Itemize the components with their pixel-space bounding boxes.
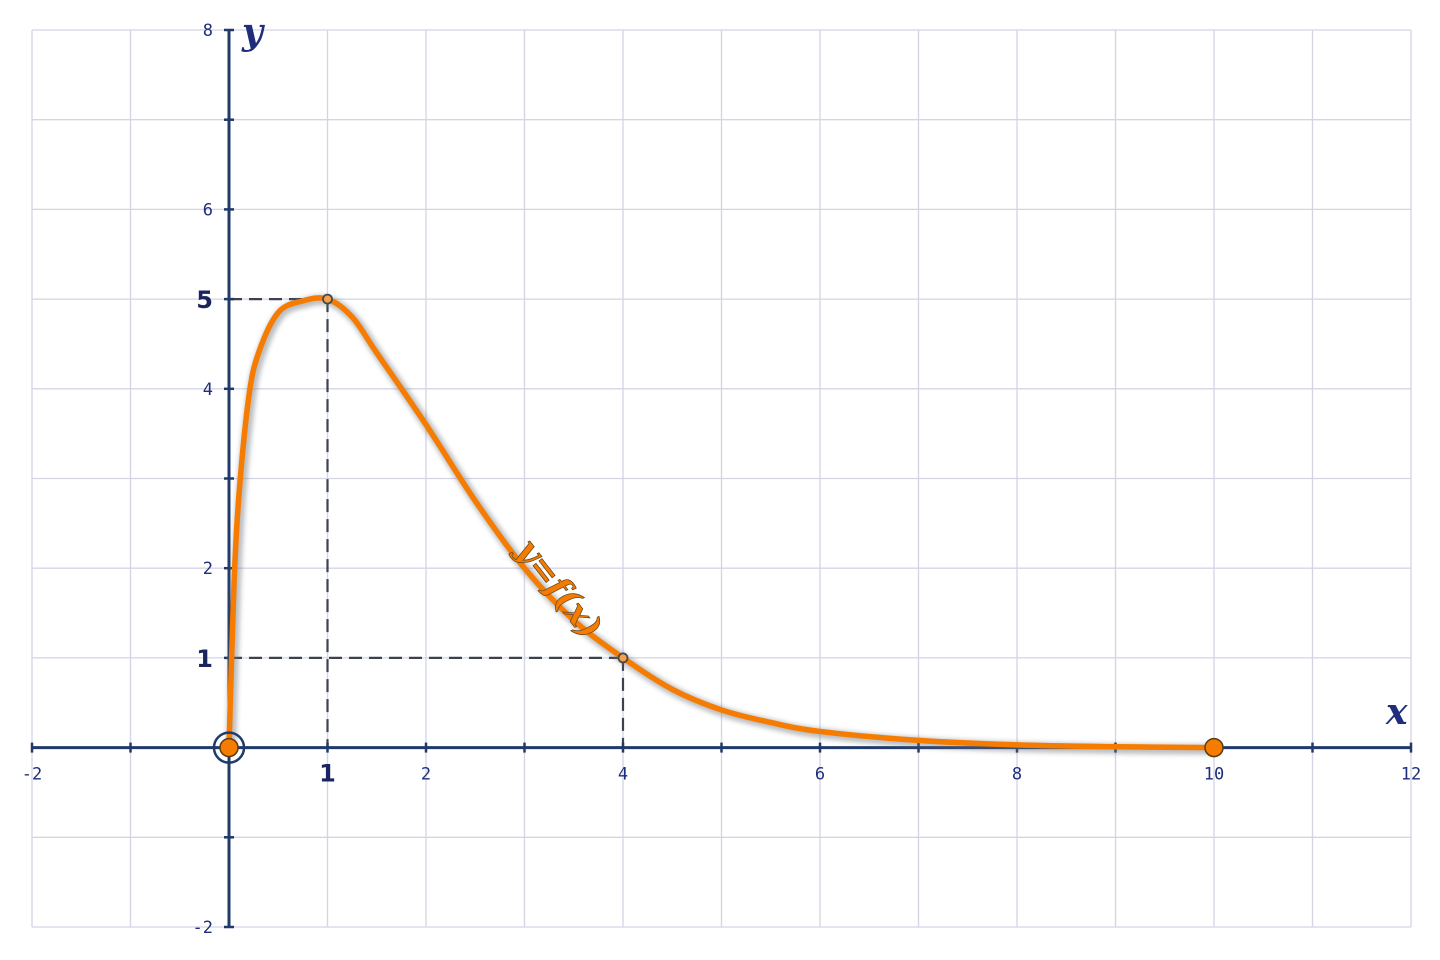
points [212, 293, 1224, 764]
x-axis-label: x [1385, 691, 1408, 733]
x-tick-label: 2 [421, 765, 431, 785]
x-tick-label: 6 [815, 765, 825, 785]
y-tick-label: 2 [203, 559, 213, 579]
curve-layer [226, 294, 1217, 755]
y-tick-label: 6 [203, 200, 213, 220]
y-tick-label: 1 [196, 645, 213, 673]
data-point [322, 293, 333, 305]
curve-label: y=f(x) [507, 530, 610, 646]
x-tick-label: 12 [1401, 765, 1421, 785]
x-tick-label: 1 [319, 760, 336, 788]
curve-shadow [226, 294, 1217, 755]
data-point [617, 652, 629, 664]
endpoint [1204, 737, 1224, 758]
endpoint-ring [212, 731, 246, 764]
y-axis-label: y [241, 11, 265, 53]
x-tick-label: 8 [1012, 765, 1022, 785]
y-tick-label: 4 [203, 380, 213, 400]
y-tick-label: 5 [196, 286, 213, 314]
x-tick-label: 10 [1204, 765, 1224, 785]
endpoint [219, 737, 239, 758]
y-tick-label: 8 [203, 21, 213, 41]
x-tick-label: 4 [618, 765, 628, 785]
y-tick-label: -2 [193, 918, 213, 938]
series-line [226, 295, 1217, 751]
x-tick-label: -2 [22, 765, 42, 785]
